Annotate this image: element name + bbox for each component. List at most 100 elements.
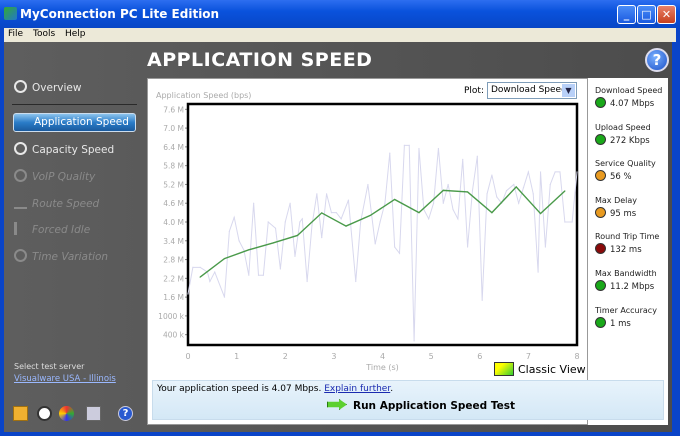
data-point: [289, 202, 291, 204]
data-point: [296, 234, 299, 237]
stat-value: 4.07 Mbps: [610, 99, 655, 109]
help-icon[interactable]: ?: [645, 48, 669, 72]
data-point: [544, 246, 546, 248]
sidebar-item-label: Capacity Speed: [32, 144, 115, 156]
data-point: [223, 258, 226, 260]
status-indicator-icon: [595, 280, 606, 291]
data-point: [306, 280, 308, 283]
y-tick-label: 4.0 M: [163, 218, 184, 227]
data-point: [413, 340, 415, 342]
close-button[interactable]: ✕: [657, 5, 676, 24]
data-point: [481, 299, 483, 301]
data-point: [452, 208, 454, 211]
data-point: [279, 268, 281, 270]
y-tick-label: 4.6 M: [163, 199, 184, 208]
stat-value-row: 56 %: [595, 170, 656, 182]
y-axis-label: Application Speed (bps): [156, 91, 251, 100]
menu-help[interactable]: Help: [65, 29, 86, 39]
overview-icon: [14, 80, 27, 93]
data-point: [267, 221, 269, 223]
sidebar-item-label: Time Variation: [32, 251, 109, 263]
sidebar-item-label: Forced Idle: [32, 224, 91, 236]
globe-icon[interactable]: [59, 406, 74, 421]
data-point: [522, 186, 525, 189]
data-point: [299, 221, 301, 223]
data-point: [389, 152, 391, 154]
sidebar-item-application-speed[interactable]: Application Speed: [13, 113, 136, 132]
data-point: [192, 266, 194, 268]
data-point: [466, 246, 469, 248]
minimize-button[interactable]: _: [617, 5, 636, 24]
x-tick-label: 4: [380, 352, 385, 361]
maximize-button[interactable]: □: [637, 5, 656, 24]
data-point: [274, 227, 277, 229]
data-point: [491, 212, 493, 214]
run-test-button[interactable]: Run Application Speed Test: [327, 399, 515, 412]
data-point: [476, 155, 478, 157]
data-point: [248, 249, 250, 251]
x-tick-label: 0: [185, 352, 190, 361]
data-point: [355, 280, 357, 283]
data-point: [253, 202, 255, 204]
x-tick-label: 6: [477, 352, 482, 361]
sidebar-item-overview[interactable]: Overview: [14, 79, 81, 97]
data-point: [457, 218, 459, 220]
data-point: [549, 183, 551, 186]
explain-further-link[interactable]: Explain further: [324, 384, 391, 394]
sidebar-item-forced-idle: Forced Idle: [14, 221, 90, 239]
speed-chart: Application Speed (bps) 7.6 M 7.0 M 6.4 M 5.…: [156, 91, 580, 372]
menu-file[interactable]: File: [8, 29, 24, 39]
server-link[interactable]: Visualware USA - Illinois: [14, 374, 116, 384]
stat-value: 272 Kbps: [610, 135, 650, 146]
stat-value-row: 11.2 Mbps: [595, 280, 657, 292]
help-icon[interactable]: ?: [118, 406, 133, 421]
email-icon[interactable]: [13, 406, 28, 421]
data-point: [447, 183, 449, 186]
stat-value-row: 95 ms: [595, 206, 637, 219]
data-point: [491, 174, 493, 176]
sidebar-item-label: VoIP Quality: [32, 171, 96, 183]
data-point: [571, 221, 573, 223]
data-point: [432, 202, 435, 204]
data-point: [394, 246, 396, 248]
sidebar-item-route-speed: Route Speed: [14, 195, 99, 213]
data-point: [272, 242, 274, 244]
sidebar-item-capacity-speed[interactable]: Capacity Speed: [14, 141, 114, 159]
data-point: [238, 240, 240, 242]
data-point: [367, 183, 369, 186]
data-point: [223, 296, 226, 298]
y-tick-label: 2.8 M: [163, 256, 184, 265]
stat-value-row: 1 ms: [595, 316, 657, 329]
data-point: [233, 216, 235, 218]
data-point: [471, 190, 474, 192]
data-point: [532, 193, 534, 195]
clock-icon[interactable]: [37, 406, 52, 421]
data-point: [564, 221, 566, 223]
plot-select[interactable]: Download Speed ▼: [487, 82, 577, 99]
data-point: [257, 274, 260, 276]
chevron-down-icon[interactable]: ▼: [562, 84, 575, 97]
document-icon[interactable]: [86, 406, 101, 421]
sidebar-item-time-variation: Time Variation: [14, 248, 108, 266]
forced-idle-icon: [14, 222, 27, 235]
data-point: [518, 202, 520, 204]
data-point: [384, 202, 386, 204]
run-test-label: Run Application Speed Test: [353, 400, 515, 412]
stat-label: Timer Accuracy: [595, 305, 657, 315]
classic-view-button[interactable]: Classic View: [494, 362, 586, 376]
x-tick-label: 8: [574, 352, 579, 361]
data-point: [294, 255, 296, 258]
plot-select-value: Download Speed: [491, 85, 567, 95]
menu-tools[interactable]: Tools: [33, 29, 56, 39]
data-point: [199, 266, 201, 268]
plot-label: Plot:: [464, 86, 484, 96]
stat-service-quality: Service Quality 56 %: [595, 159, 656, 182]
data-point: [564, 190, 566, 192]
data-point: [284, 221, 286, 223]
stat-value: 56 %: [610, 172, 632, 183]
data-point: [537, 271, 539, 273]
stat-label: Download Speed: [595, 86, 663, 95]
data-point: [248, 274, 250, 276]
data-point: [321, 237, 323, 239]
data-point: [340, 218, 342, 220]
